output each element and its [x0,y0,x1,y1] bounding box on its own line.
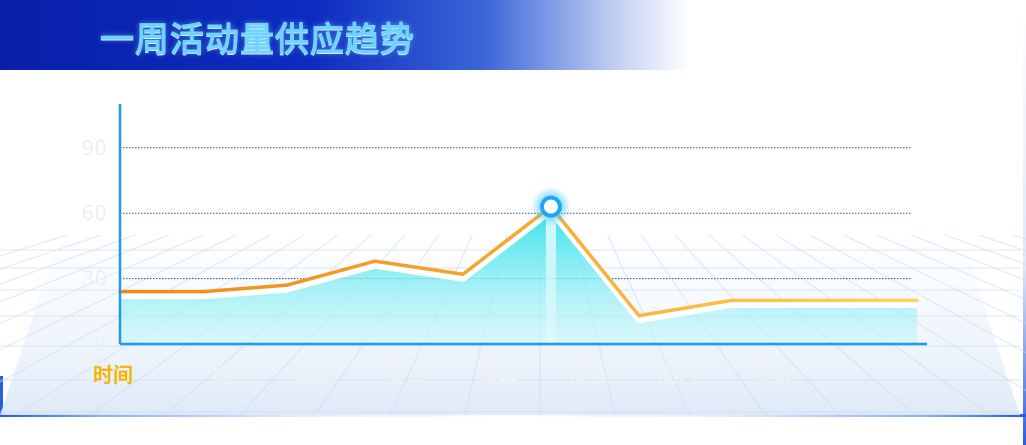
x-tick-label: 周三 [385,362,425,386]
floor-grid-ray [0,234,271,383]
floor-grid-ray [0,234,102,270]
floor-grid-ray [0,234,169,303]
y-tick-labels: 0 30 60 90 [82,136,107,356]
highlight-marker [530,186,571,227]
frame-corner-left [0,376,3,417]
x-tick-label: 周二 [295,362,335,386]
frame-edge-right [1023,0,1026,445]
floor-grid-ray [0,234,203,324]
series-line [118,204,919,324]
y-tick-label: 90 [82,136,107,160]
floor-grid-ray [911,234,1026,282]
y-tick-label: 60 [82,201,107,225]
area-fill [120,212,917,344]
title-banner: 一周活动量供应趋势 [0,0,690,70]
highlight-dot [543,199,558,214]
series-line-path [118,204,919,318]
frame-edge-bottom [0,414,1026,417]
highlight-beam [545,214,556,344]
x-tick-label: 周六 [658,362,698,386]
floor-grid-ray [877,234,1026,301]
x-tick-label: 周日 [753,362,793,386]
floor-grid-ray [809,234,1026,354]
floor-grid-ray [775,234,1026,392]
floor-grid-ray [843,234,1026,324]
x-tick-label: 周四 [478,362,518,386]
floor-grid-ray [0,234,237,351]
x-tick-label: 周五 [570,362,610,386]
x-tick-labels: 周一 周二 周三 周四 周五 周六 周日 时间 [93,362,793,387]
series-line-shadow [120,207,917,324]
y-tick-label: 30 [82,267,107,291]
axes [118,104,927,346]
x-axis-title: 时间 [93,363,133,387]
floor-grid-ray [0,234,136,285]
x-tick-label: 周一 [212,362,252,386]
y-tick-label: 0 [94,332,107,356]
area-shape [120,212,917,344]
chart-title: 一周活动量供应趋势 [100,20,415,60]
